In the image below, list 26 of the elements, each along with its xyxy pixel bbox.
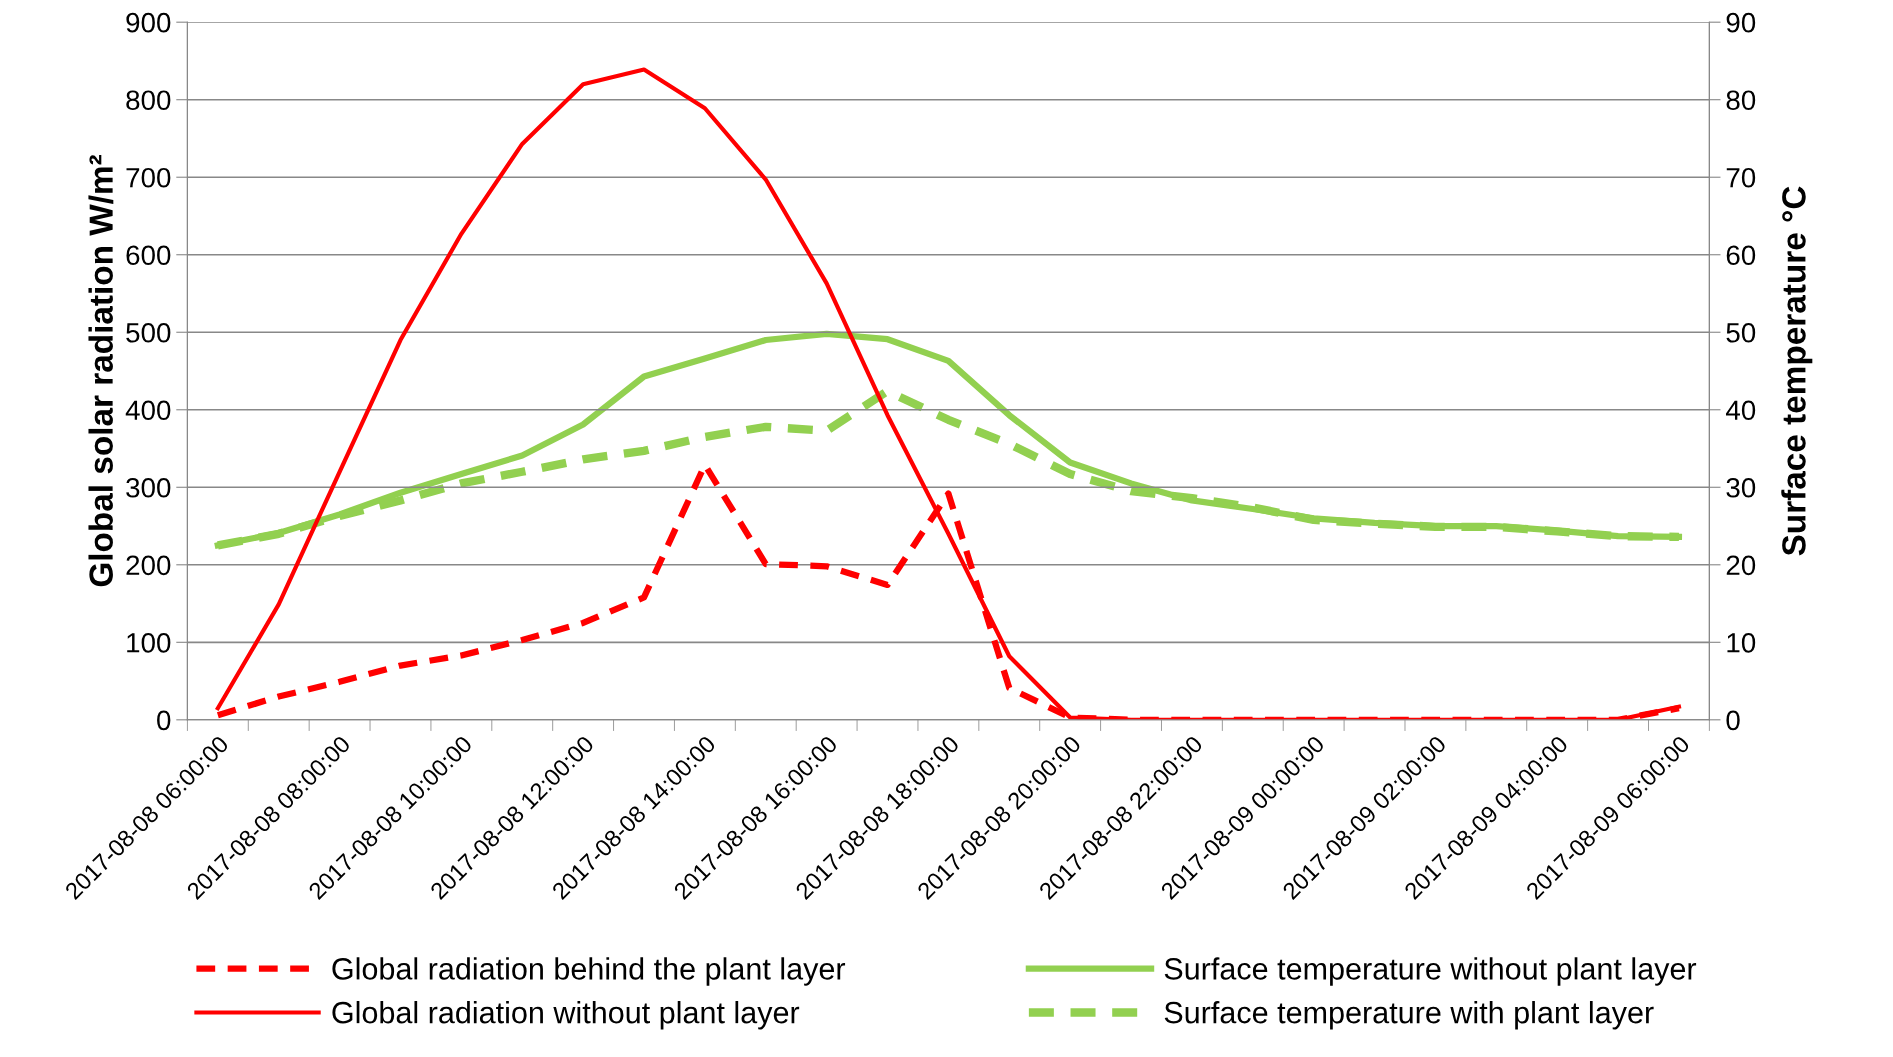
y-tick-label: 0 <box>157 710 171 731</box>
y-axis-title: Global solar radiation W/m² <box>88 155 114 587</box>
y2-tick-label: 40 <box>1725 400 1756 421</box>
y2-tick-label: 70 <box>1726 167 1756 188</box>
y2-tick-label: 90 <box>1726 12 1756 33</box>
y-tick-label: 600 <box>126 245 171 266</box>
y2-tick-label: 10 <box>1727 632 1756 653</box>
y-tick-label: 300 <box>126 477 171 498</box>
legend-label: Global radiation behind the plant layer <box>332 957 846 986</box>
y2-tick-label: 20 <box>1726 555 1756 576</box>
legend-label: Surface temperature without plant layer <box>1164 957 1697 986</box>
y2-tick-label: 30 <box>1726 477 1756 498</box>
y-tick-label: 900 <box>126 12 171 33</box>
y2-tick-label: 50 <box>1726 322 1756 343</box>
y-tick-label: 200 <box>126 555 171 576</box>
y2-tick-label: 0 <box>1726 710 1740 731</box>
y2-axis-title: Surface temperature °C <box>1781 186 1813 556</box>
y-tick-label: 700 <box>126 167 171 188</box>
y-tick-label: 500 <box>126 322 171 343</box>
y-tick-label: 400 <box>125 400 171 421</box>
legend-label: Global radiation without plant layer <box>332 1001 800 1030</box>
legend-label: Surface temperature with plant layer <box>1164 1001 1654 1030</box>
y2-tick-label: 80 <box>1726 90 1756 111</box>
y-tick-label: 100 <box>127 632 171 653</box>
y2-tick-label: 60 <box>1726 245 1756 266</box>
y-tick-label: 800 <box>126 90 171 111</box>
